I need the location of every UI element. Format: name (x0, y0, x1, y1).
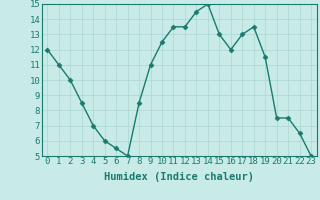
X-axis label: Humidex (Indice chaleur): Humidex (Indice chaleur) (104, 172, 254, 182)
